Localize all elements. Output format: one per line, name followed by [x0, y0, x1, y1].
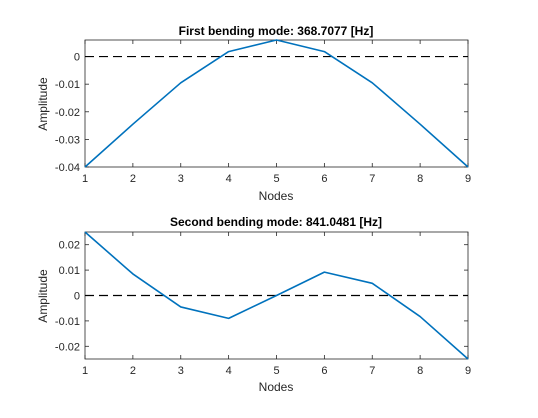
x-tick-label: 5 — [273, 365, 279, 377]
x-tick-label: 1 — [82, 173, 88, 185]
data-point — [276, 295, 278, 297]
y-tick-label: 0 — [74, 52, 80, 64]
data-point — [84, 231, 86, 233]
data-point — [371, 82, 373, 84]
y-tick-label: -0.02 — [55, 107, 80, 119]
data-point — [84, 166, 86, 168]
x-tick-label: 1 — [82, 365, 88, 377]
data-point — [180, 306, 182, 308]
series-line — [84, 39, 469, 168]
x-tick-label: 7 — [369, 173, 375, 185]
data-point — [180, 82, 182, 84]
data-point — [228, 51, 230, 53]
x-tick-label: 8 — [417, 365, 423, 377]
series-line — [84, 231, 469, 360]
axes-box — [84, 39, 469, 168]
x-tick-label: 6 — [321, 173, 327, 185]
y-tick-label: -0.01 — [55, 79, 80, 91]
data-point — [371, 282, 373, 284]
x-axis-label: Nodes — [259, 380, 294, 394]
x-tick-label: 6 — [321, 365, 327, 377]
data-point — [323, 271, 325, 273]
data-point — [467, 166, 469, 168]
y-tick-label: -0.04 — [55, 162, 80, 174]
data-point — [419, 316, 421, 318]
data-point — [467, 358, 469, 360]
y-tick-label: -0.01 — [55, 316, 80, 328]
x-tick-label: 4 — [226, 365, 232, 377]
data-point — [419, 123, 421, 125]
y-tick-label: 0.01 — [59, 265, 80, 277]
data-point — [276, 39, 278, 41]
x-tick-label: 2 — [130, 173, 136, 185]
x-tick-label: 3 — [178, 173, 184, 185]
y-tick-label: 0.02 — [59, 240, 80, 252]
data-point — [132, 123, 134, 125]
subplot-first-bending-mode: First bending mode: 368.7077 [Hz] Nodes … — [36, 24, 471, 203]
x-tick-label: 5 — [273, 173, 279, 185]
subplot-second-bending-mode: Second bending mode: 841.0481 [Hz] Nodes… — [36, 215, 471, 394]
x-tick-label: 9 — [465, 365, 471, 377]
chart-title: Second bending mode: 841.0481 [Hz] — [170, 215, 382, 229]
x-tick-label: 2 — [130, 365, 136, 377]
data-point — [323, 51, 325, 53]
y-tick-label: 0 — [74, 291, 80, 303]
x-tick-label: 4 — [226, 173, 232, 185]
y-tick-label: -0.03 — [55, 134, 80, 146]
x-tick-label: 3 — [178, 365, 184, 377]
x-axis-label: Nodes — [259, 189, 294, 203]
y-axis-label: Amplitude — [36, 269, 50, 323]
x-tick-label: 7 — [369, 365, 375, 377]
x-tick-label: 8 — [417, 173, 423, 185]
data-point — [228, 317, 230, 319]
y-axis-label: Amplitude — [36, 77, 50, 131]
x-tick-label: 9 — [465, 173, 471, 185]
y-tick-label: -0.02 — [55, 341, 80, 353]
chart-title: First bending mode: 368.7077 [Hz] — [179, 24, 374, 38]
data-point — [132, 273, 134, 275]
